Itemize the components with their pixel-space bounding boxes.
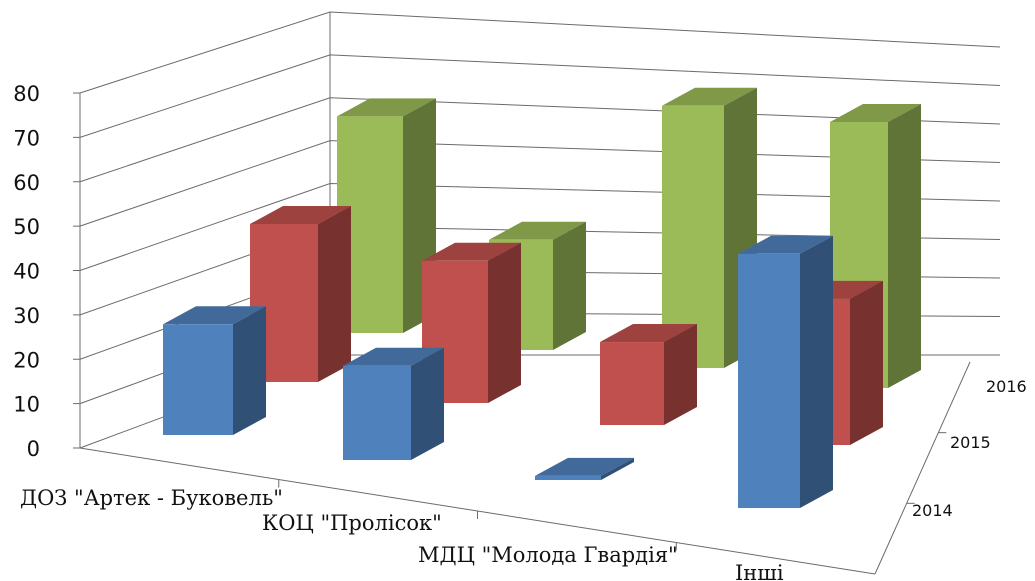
bar-front [535, 475, 601, 480]
bar-side [601, 457, 634, 480]
bar-top [163, 306, 266, 325]
bar-top [662, 87, 757, 106]
bar-front [600, 342, 664, 425]
bar-2014-3 [535, 457, 634, 480]
y-tick-label: 30 [13, 304, 40, 328]
bar-side [411, 347, 444, 460]
y-tick-label: 50 [13, 215, 40, 239]
bar-2016-1 [337, 98, 436, 334]
category-label: ДОЗ "Артек - Буковель" [20, 486, 283, 510]
bar-side [233, 306, 266, 435]
y-tick-label: 60 [13, 171, 40, 195]
bar-2015-3 [600, 324, 697, 425]
bar-side [664, 324, 697, 425]
y-tick-label: 10 [13, 393, 40, 417]
bar-side [888, 104, 921, 388]
bar-front [163, 324, 233, 435]
bar-front [343, 365, 411, 460]
bar-top [250, 206, 351, 224]
bar-top [343, 347, 444, 366]
category-label: Інші [735, 561, 784, 581]
series-label: 2014 [912, 501, 953, 520]
bar-top [738, 235, 833, 254]
y-tick-label: 80 [13, 82, 40, 106]
bar-2014-1 [163, 306, 266, 435]
bar-side [488, 242, 521, 403]
y-tick-label: 20 [13, 348, 40, 372]
bar-side [800, 235, 833, 509]
bar-front [738, 253, 800, 508]
depth-axis [874, 361, 971, 575]
bar-top [489, 221, 586, 240]
series-label: 2016 [986, 377, 1027, 396]
bar-top [830, 104, 921, 122]
bar-2015-2 [422, 242, 521, 403]
gridline [79, 11, 1001, 94]
bar-top [422, 242, 521, 261]
category-label: КОЦ "Пролісок" [262, 511, 442, 535]
bar-side [850, 280, 883, 445]
y-tick-label: 40 [13, 260, 40, 284]
y-tick-label: 70 [13, 126, 40, 150]
series-label: 2015 [950, 433, 991, 452]
bar-2014-4 [738, 235, 833, 509]
bar-side [553, 221, 586, 350]
bar-2014-2 [343, 347, 444, 460]
bar-side [318, 206, 351, 382]
category-label: МДЦ "Молода Гвардія" [418, 543, 678, 567]
labels: 0 10 20 30 40 50 60 70 80 ДОЗ "Артек - Буковель"К… [13, 82, 1026, 581]
bars [163, 87, 921, 509]
y-tick-label: 0 [27, 437, 40, 461]
bar-top [600, 324, 697, 343]
